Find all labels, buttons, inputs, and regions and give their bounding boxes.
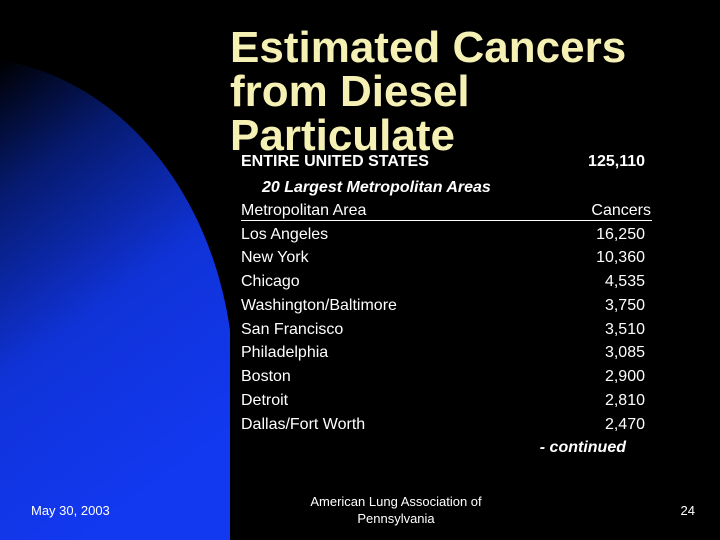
continued-note: - continued — [539, 439, 626, 456]
table-row-value: 4,535 — [604, 273, 645, 290]
table-row-value: 16,250 — [596, 226, 645, 243]
title-line-3: Particulate — [230, 111, 455, 160]
header-underline — [241, 220, 652, 221]
table-row-area: Philadelphia — [241, 344, 329, 361]
table-row-value: 2,810 — [604, 392, 645, 409]
title-line-1: Estimated Cancers — [230, 23, 627, 72]
table-row-value: 2,900 — [604, 368, 645, 385]
table-row-area: San Francisco — [241, 321, 344, 338]
subtitle: 20 Largest Metropolitan Areas — [262, 179, 491, 196]
table-row-value: 2,470 — [604, 416, 645, 433]
total-label: ENTIRE UNITED STATES — [241, 153, 429, 170]
slide-title: Estimated Cancers from Diesel Particulat… — [230, 26, 710, 158]
footer-org-line-2: Pennsylvania — [357, 511, 435, 526]
table-row-area: Dallas/Fort Worth — [241, 416, 366, 433]
footer-organization: American Lung Association of Pennsylvani… — [296, 493, 496, 527]
table-row-value: 3,750 — [604, 297, 645, 314]
page-number: 24 — [680, 503, 695, 518]
table-row-value: 3,510 — [604, 321, 645, 338]
total-value: 125,110 — [588, 153, 645, 170]
title-line-2: from Diesel — [230, 67, 470, 116]
table-row-value: 3,085 — [604, 344, 645, 361]
table-row-area: Detroit — [241, 392, 289, 409]
table-row-value: 10,360 — [596, 249, 645, 266]
table-row-area: Boston — [241, 368, 291, 385]
column-header-area: Metropolitan Area — [241, 202, 367, 219]
table-row-area: Washington/Baltimore — [241, 297, 397, 314]
table-row-area: New York — [241, 249, 309, 266]
column-header-cancers: Cancers — [591, 202, 651, 219]
table-row-area: Los Angeles — [241, 226, 329, 243]
footer-date: May 30, 2003 — [31, 503, 110, 518]
table-row-area: Chicago — [241, 273, 300, 290]
footer-org-line-1: American Lung Association of — [310, 494, 482, 509]
